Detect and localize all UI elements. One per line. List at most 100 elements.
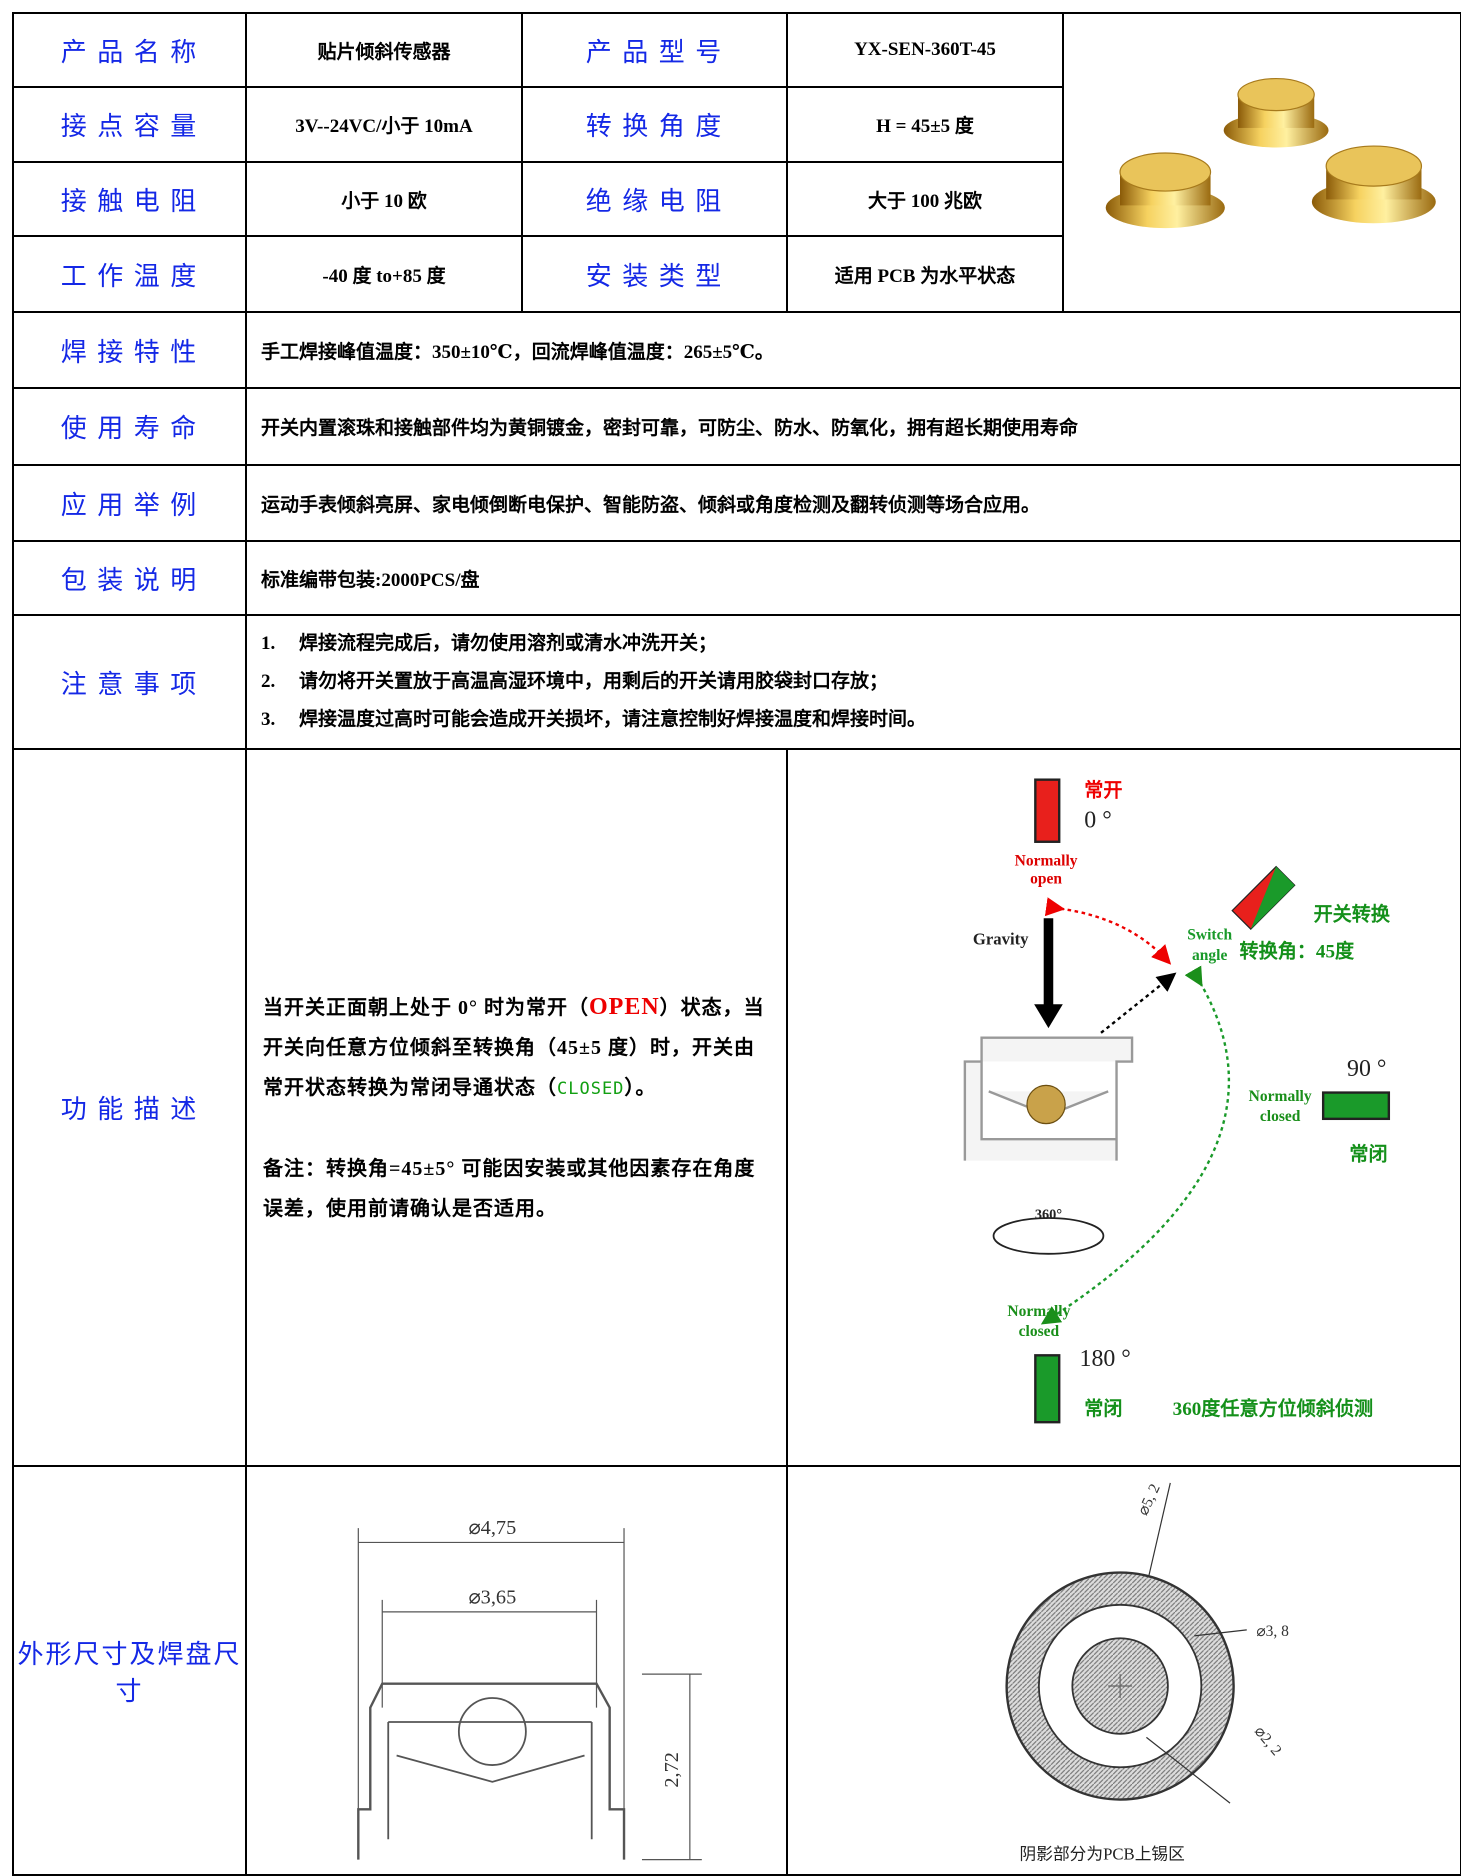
normally-open: Normally — [1015, 853, 1078, 870]
row-label: 接 触 电 阻 — [12, 160, 247, 238]
row-label: 接 点 容 量 — [12, 86, 247, 163]
description: 当开关正面朝上处于 0° 时为常开（OPEN）状态，当开关向任意方位倾斜至转换角… — [263, 987, 770, 1109]
angle-0: 0 ° — [1084, 807, 1111, 833]
normally-closed: Normally — [1007, 1303, 1070, 1320]
table-cell — [1062, 12, 1461, 313]
table-row: 工 作 温 度 -40 度 to+85 度安 装 类 型适用 PCB 为水平状态 — [12, 235, 1461, 313]
table-cell: 手工焊接峰值温度：350±10℃，回流焊峰值温度：265±5℃。 — [245, 311, 1461, 389]
dimension-label: ⌀4,75 — [468, 1517, 516, 1539]
row-label: 绝 缘 电 阻 — [521, 160, 788, 238]
table-cell: 小于 10 欧 — [245, 160, 523, 238]
disc-top — [1325, 145, 1423, 187]
dimension-label: ⌀3,65 — [468, 1586, 516, 1608]
rotation-label: 360° — [1035, 1207, 1062, 1223]
table-cell: ⌀4,75 ⌀3,65 2,72 — [245, 1465, 788, 1876]
table-row: 外形尺寸及焊盘尺寸 ⌀4,75 ⌀3,65 2,72 ⌀5, 2 ⌀3, 8 ⌀2, 2 阴影… — [12, 1465, 1461, 1876]
row-label: 注 意 事 项 — [12, 614, 247, 750]
row-label: 工 作 温 度 — [12, 235, 247, 313]
dimension-drawing: ⌀4,75 ⌀3,65 2,72 — [357, 1517, 702, 1861]
table-row: 注 意 事 项 1. 焊接流程完成后，请勿使用溶剂或清水冲洗开关； 2. 请勿将开关置放… — [12, 614, 1461, 750]
ball — [457, 1697, 527, 1766]
table-cell: 常开 0 ° Normally open Gravity 开关转换 Switch angle 转… — [786, 748, 1461, 1467]
gravity-arrow-head — [1034, 1004, 1063, 1029]
switch-angle: angle — [1192, 947, 1227, 964]
row-label: 使 用 寿 命 — [12, 387, 247, 466]
note-text: 焊接温度过高时可能会造成开关损坏，请注意控制好焊接温度和焊接时间。 — [299, 709, 927, 730]
pad-dimension: ⌀2, 2 — [1251, 1723, 1285, 1759]
table-body: 产 品 名 称贴片倾斜传感器产 品 型 号 YX-SEN-360T-45 接 点 容… — [12, 11, 1461, 1876]
table-cell: 3V--24VC/小于 10mA — [245, 86, 523, 163]
normally-closed: closed — [1260, 1108, 1301, 1125]
description-part: 当开关正面朝上处于 0° 时为常开（ — [263, 996, 589, 1019]
closed-cn: 常闭 — [1349, 1143, 1387, 1166]
switch-angle: Switch — [1187, 927, 1232, 944]
description-part: CLOSED — [557, 1078, 625, 1099]
switch-cn: 开关转换 — [1314, 903, 1391, 926]
diagram-caption: 360度任意方位倾斜侦测 — [1173, 1397, 1373, 1420]
note-number: 3. — [261, 709, 276, 730]
table-row: 接 触 电 阻小于 10 欧绝 缘 电 阻大于 100 兆欧 — [12, 160, 1461, 238]
product-photo — [1105, 77, 1436, 229]
dimension-line — [641, 1673, 702, 1861]
row-label: 产 品 型 号 — [521, 11, 788, 89]
row-label: 安 装 类 型 — [521, 235, 788, 313]
row-label: 焊 接 特 性 — [12, 311, 247, 389]
dimension-line — [357, 1528, 625, 1816]
tilt-arrow — [1100, 972, 1177, 1034]
note-text: 焊接流程完成后，请勿使用溶剂或清水冲洗开关； — [299, 633, 718, 654]
table-cell: -40 度 to+85 度 — [245, 235, 523, 313]
row-label: 应 用 举 例 — [12, 464, 247, 542]
leader — [1146, 1482, 1247, 1804]
angle-90: 90 ° — [1347, 1056, 1386, 1082]
open-switch — [1034, 778, 1061, 843]
housing-outline — [357, 1682, 626, 1860]
dimension-label: 2,72 — [661, 1752, 683, 1788]
table-row: 功 能 描 述当开关正面朝上处于 0° 时为常开（OPEN）状态，当开关向任意方… — [12, 748, 1461, 1467]
pad-drawing: ⌀5, 2 ⌀3, 8 ⌀2, 2 阴影部分为PCB上锡区 — [1005, 1481, 1289, 1863]
rotation-ellipse — [992, 1217, 1105, 1255]
pad-dimension: ⌀3, 8 — [1256, 1623, 1289, 1640]
note-text: 请勿将开关置放于高温高湿环境中，用剩后的开关请用胶袋封口存放； — [299, 671, 889, 692]
table-cell: YX-SEN-360T-45 — [786, 11, 1064, 89]
open-cn: 常开 — [1084, 778, 1122, 801]
center-cross — [1108, 1674, 1133, 1698]
note-item: 3. 焊接温度过高时可能会造成开关损坏，请注意控制好焊接温度和焊接时间。 — [261, 701, 1460, 739]
gravity-label: Gravity — [973, 929, 1029, 948]
description-part: OPEN — [589, 993, 660, 1020]
pad-dimension: ⌀5, 2 — [1135, 1481, 1164, 1518]
table-row: 应 用 举 例运动手表倾斜亮屏、家电倾倒断电保护、智能防盗、倾斜或角度检测及翻转… — [12, 464, 1461, 542]
angle-180: 180 ° — [1080, 1346, 1131, 1372]
closed-switch-180 — [1034, 1354, 1061, 1424]
row-label: 功 能 描 述 — [12, 748, 247, 1467]
closed-arc — [1040, 965, 1231, 1325]
remark: 备注：转换角=45±5° 可能因安装或其他因素存在角度误差，使用前请确认是否适用… — [263, 1157, 756, 1220]
table-cell: H = 45±5 度 — [786, 86, 1064, 163]
row-label: 外形尺寸及焊盘尺寸 — [12, 1465, 247, 1876]
table-row: 焊 接 特 性手工焊接峰值温度：350±10℃，回流焊峰值温度：265±5℃。 — [12, 311, 1461, 389]
closed-switch-90 — [1321, 1091, 1391, 1121]
table-cell: 运动手表倾斜亮屏、家电倾倒断电保护、智能防盗、倾斜或角度检测及翻转侦测等场合应用… — [245, 464, 1461, 542]
disc-top — [1119, 152, 1212, 192]
table-row: 产 品 名 称贴片倾斜传感器产 品 型 号 YX-SEN-360T-45 — [12, 11, 1461, 313]
table-row: 包 装 说 明标准编带包装:2000PCS/盘 — [12, 540, 1461, 616]
table-cell: 贴片倾斜传感器 — [245, 11, 523, 89]
table-row: 使 用 寿 命开关内置滚珠和接触部件均为黄铜镀金，密封可靠，可防尘、防水、防氧化… — [12, 387, 1461, 466]
note-number: 2. — [261, 671, 276, 692]
disc-top — [1237, 77, 1315, 112]
ball — [1026, 1084, 1066, 1125]
spec-table: 产 品 名 称贴片倾斜传感器产 品 型 号 YX-SEN-360T-45 接 点 容… — [12, 11, 1461, 1876]
switch-angle-cn: 转换角：45度 — [1240, 940, 1355, 963]
tilted-switch-green — [1250, 866, 1295, 930]
table-cell: ⌀5, 2 ⌀3, 8 ⌀2, 2 阴影部分为PCB上锡区 — [786, 1465, 1461, 1876]
tilted-switch — [1231, 865, 1296, 930]
table-cell: 1. 焊接流程完成后，请勿使用溶剂或清水冲洗开关； 2. 请勿将开关置放于高温高湿环境… — [245, 614, 1461, 750]
table-cell: 开关内置滚珠和接触部件均为黄铜镀金，密封可靠，可防尘、防水、防氧化，拥有超长期使… — [245, 387, 1461, 466]
open-arc — [1044, 897, 1172, 965]
row-label: 产 品 名 称 — [12, 11, 247, 89]
note-number: 1. — [261, 633, 276, 654]
table-cell: 当开关正面朝上处于 0° 时为常开（OPEN）状态，当开关向任意方位倾斜至转换角… — [245, 748, 788, 1467]
note-item: 1. 焊接流程完成后，请勿使用溶剂或清水冲洗开关； — [261, 625, 1460, 663]
